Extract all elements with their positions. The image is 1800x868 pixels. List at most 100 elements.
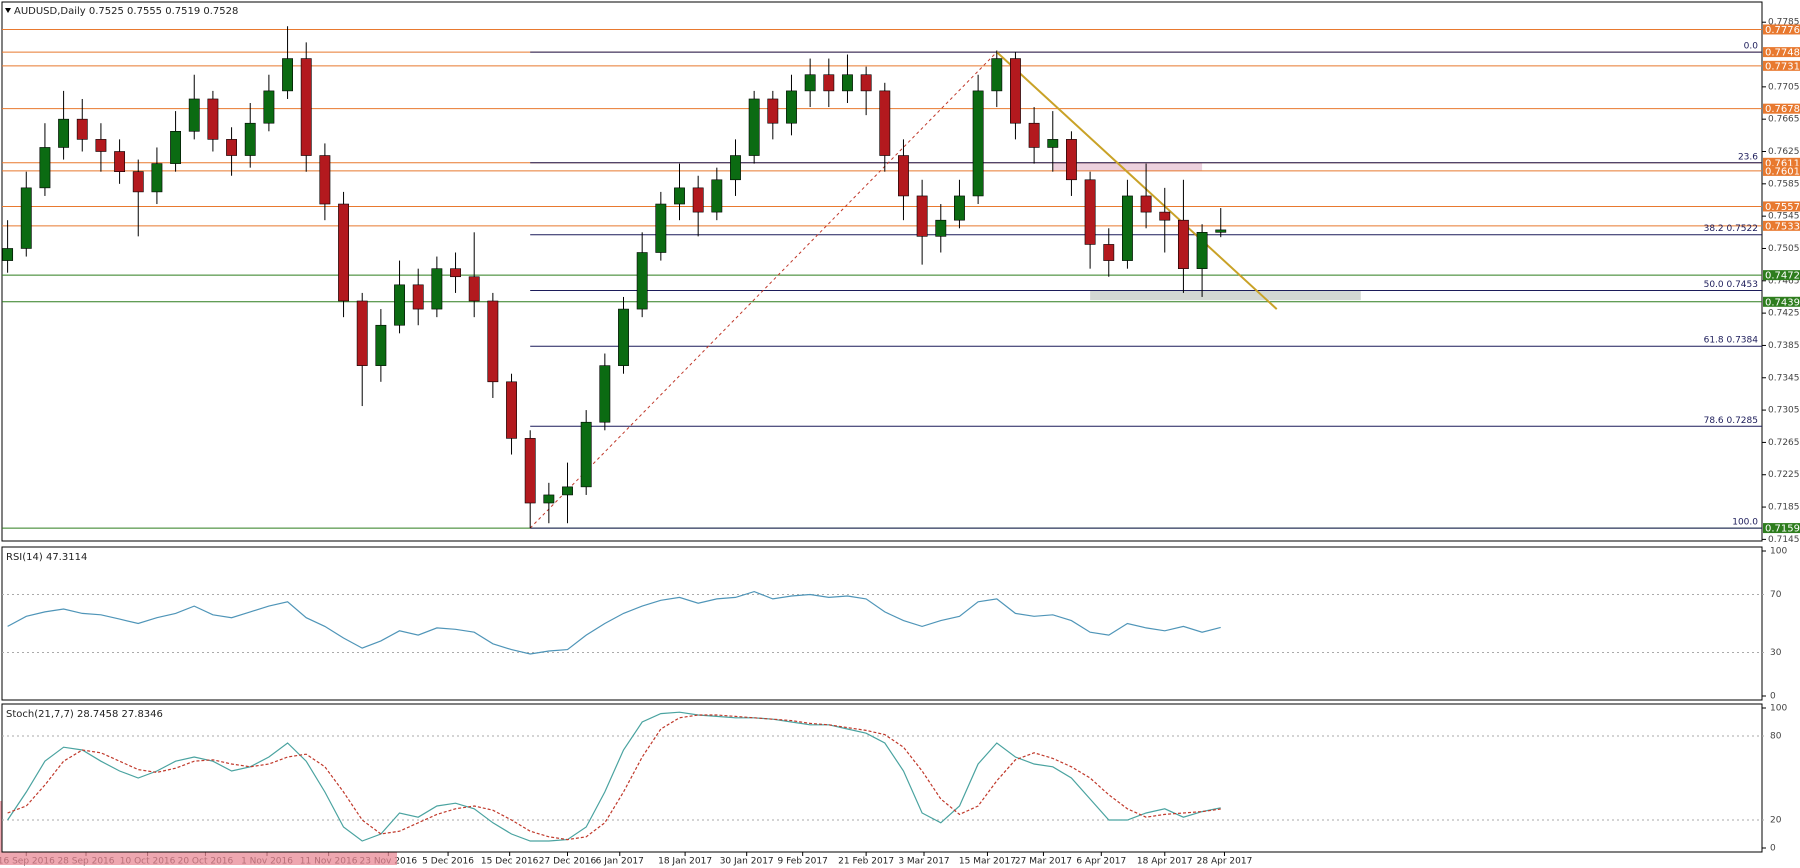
y-tick-label: 0.7185 xyxy=(1768,503,1800,513)
candle-body xyxy=(804,74,816,92)
y-tick-label: 0.7305 xyxy=(1768,406,1800,416)
x-tick-label: 18 Jan 2017 xyxy=(658,857,712,867)
candle-body xyxy=(2,248,14,261)
candle-body xyxy=(730,155,741,181)
candle-body xyxy=(1196,232,1208,269)
fib-label: 50.0 0.7453 xyxy=(1704,280,1758,290)
candle-body xyxy=(562,486,573,496)
x-tick-label: 18 Apr 2017 xyxy=(1137,857,1193,867)
candle-body xyxy=(226,139,237,156)
candle-body xyxy=(319,155,331,205)
fib-label: 38.2 0.7522 xyxy=(1704,224,1758,234)
candle-body xyxy=(450,268,461,278)
x-tick-label: 5 Dec 2016 xyxy=(422,857,474,867)
level-box xyxy=(1763,47,1800,58)
level-label: 0.7557 xyxy=(1765,202,1800,213)
candle-body xyxy=(20,187,32,249)
candle-body xyxy=(338,203,349,302)
candle-body xyxy=(1215,229,1227,233)
candle-body xyxy=(39,147,51,189)
zone xyxy=(1052,162,1203,171)
y-tick-label: 100 xyxy=(1770,704,1787,714)
candle-body xyxy=(655,203,667,253)
x-tick-label: 6 Apr 2017 xyxy=(1076,857,1126,867)
candle-body xyxy=(524,438,536,504)
candle-body xyxy=(282,58,293,92)
candle-body xyxy=(860,74,872,92)
candle-body xyxy=(692,187,704,213)
fib-label: 78.6 0.7285 xyxy=(1704,416,1758,426)
candle-body xyxy=(1159,211,1171,221)
title-marker xyxy=(5,8,11,13)
y-tick-label: 0.7425 xyxy=(1768,309,1800,319)
candle-body xyxy=(487,300,499,383)
y-tick-label: 0.7705 xyxy=(1768,82,1800,92)
candle-body xyxy=(1010,58,1021,124)
level-box xyxy=(1763,296,1800,307)
y-tick-label: 0.7265 xyxy=(1768,438,1800,448)
y-tick-label: 0.7505 xyxy=(1768,244,1800,254)
y-tick-label: 20 xyxy=(1770,816,1782,826)
x-tick-label: 15 Dec 2016 xyxy=(481,857,539,867)
indicator-line xyxy=(7,714,1221,841)
level-label: 0.7731 xyxy=(1765,61,1800,72)
x-tick-label: 6 Jan 2017 xyxy=(596,857,644,867)
candle-body xyxy=(767,98,779,124)
candle-body xyxy=(674,187,685,205)
candle-body xyxy=(76,118,88,140)
candle-body xyxy=(823,74,835,92)
level-box xyxy=(1763,270,1800,281)
candle-body xyxy=(1066,139,1077,181)
candle-body xyxy=(151,163,163,193)
zone xyxy=(1090,290,1361,301)
candle-body xyxy=(431,268,443,310)
candle-body xyxy=(188,98,200,132)
candle-body xyxy=(1103,244,1115,261)
candle-body xyxy=(394,284,405,326)
x-tick-label: 30 Jan 2017 xyxy=(720,857,774,867)
candle-body xyxy=(468,276,480,302)
candle-body xyxy=(879,90,891,156)
y-tick-label: 70 xyxy=(1770,590,1782,600)
candle-body xyxy=(412,284,424,310)
candle-body xyxy=(506,381,517,439)
level-box xyxy=(1763,523,1800,534)
x-tick-label: 15 Mar 2017 xyxy=(959,857,1016,867)
level-box xyxy=(1763,220,1800,231)
x-tick-label: 21 Feb 2017 xyxy=(838,857,894,867)
level-label: 0.7439 xyxy=(1765,297,1800,308)
level-box xyxy=(1763,157,1800,168)
trendline xyxy=(996,51,1278,310)
y-tick-label: 0.7345 xyxy=(1768,373,1800,383)
candle-body xyxy=(1121,195,1133,261)
candle-body xyxy=(599,365,611,423)
panel-frame xyxy=(1,1,1763,542)
candle-body xyxy=(786,90,797,124)
x-tick-label: 3 Mar 2017 xyxy=(898,857,949,867)
candle-body xyxy=(636,252,648,310)
level-box xyxy=(1763,103,1800,114)
indicator-line xyxy=(7,590,1221,655)
y-tick-label: 0 xyxy=(1770,844,1776,854)
candle-body xyxy=(916,195,928,237)
panel-title: RSI(14) 47.3114 xyxy=(6,552,87,563)
candle-body xyxy=(1047,139,1059,148)
candle-body xyxy=(114,151,126,173)
y-tick-label: 0.7665 xyxy=(1768,115,1800,125)
candle-body xyxy=(1177,219,1189,269)
level-box xyxy=(1763,201,1800,212)
level-label: 0.7748 xyxy=(1765,48,1800,59)
candle-body xyxy=(207,98,219,140)
fib-label: 23.6 xyxy=(1738,152,1758,162)
y-tick-label: 0.7625 xyxy=(1768,147,1800,157)
y-tick-label: 0.7385 xyxy=(1768,341,1800,351)
candle-body xyxy=(356,300,368,366)
y-tick-label: 0.7545 xyxy=(1768,212,1800,222)
candle-body xyxy=(58,118,70,148)
candle-body xyxy=(748,98,760,156)
y-tick-label: 0 xyxy=(1770,692,1776,702)
candle-body xyxy=(1028,122,1040,148)
candle-body xyxy=(991,58,1003,92)
candle-body xyxy=(170,130,182,164)
candle-body xyxy=(1140,195,1152,213)
